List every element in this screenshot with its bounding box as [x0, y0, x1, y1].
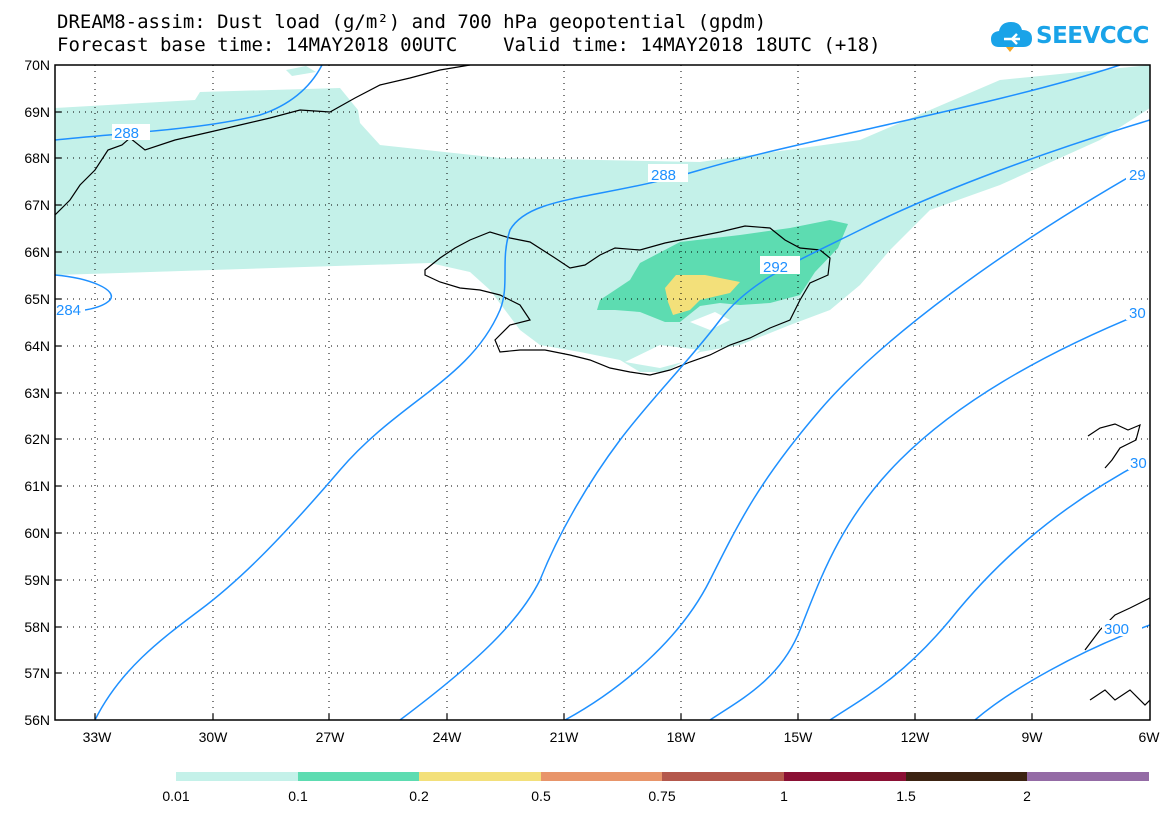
colorbar-swatch	[419, 772, 541, 781]
colorbar-label: 0.2	[409, 788, 429, 804]
lon-label: 12W	[901, 729, 931, 745]
lat-label: 61N	[24, 478, 50, 494]
contour-label: 30	[1130, 455, 1147, 472]
scotland-coast	[1084, 597, 1150, 706]
contour-label: 284	[56, 302, 81, 319]
dust-gap-white-2	[690, 312, 730, 330]
longitude-labels: 33W 30W 27W 24W 21W 18W 15W 12W 9W 6W	[83, 729, 1161, 745]
seevccc-logo: SEEVCCC	[990, 18, 1149, 54]
contour-288-north	[55, 65, 323, 141]
contour-292	[399, 119, 1150, 720]
contour-label-boxes	[55, 124, 1150, 636]
colorbar-labels: 0.01 0.1 0.2 0.5 0.75 1 1.5 2	[162, 788, 1031, 804]
lon-label: 6W	[1139, 729, 1161, 745]
lon-label: 15W	[784, 729, 814, 745]
colorbar-swatch	[298, 772, 419, 781]
iceland-coast	[424, 225, 831, 376]
dust-area-light-top	[286, 66, 316, 76]
colorbar-swatch	[906, 772, 1027, 781]
lat-label: 59N	[24, 572, 50, 588]
faroe-coast	[1087, 423, 1141, 469]
dust-area-light	[55, 65, 1150, 372]
geopotential-contours	[55, 65, 1150, 720]
frame-ticks	[55, 111, 1033, 720]
colorbar-label: 0.01	[162, 788, 189, 804]
contour-labels: 288 288 284 292 29 30 30 300	[56, 125, 1147, 638]
colorbar-label: 1	[780, 788, 788, 804]
cloud-icon	[991, 22, 1032, 52]
contour-288	[94, 65, 1121, 720]
coastlines	[55, 65, 1150, 706]
contour-label: 29	[1129, 167, 1146, 184]
lat-label: 69N	[24, 104, 50, 120]
lat-label: 62N	[24, 431, 50, 447]
colorbar-swatch	[176, 772, 298, 781]
colorbar-label: 0.1	[288, 788, 308, 804]
contour-label: 300	[1104, 621, 1129, 638]
dust-area-high	[665, 275, 740, 315]
graticule	[55, 65, 1150, 720]
map-time-info: Forecast base time: 14MAY2018 00UTC Vali…	[57, 34, 881, 56]
lat-label: 60N	[24, 525, 50, 541]
greenland-coast	[55, 65, 471, 216]
colorbar-label: 1.5	[896, 788, 916, 804]
colorbar-swatch	[541, 772, 662, 781]
lat-label: 58N	[24, 619, 50, 635]
contour-300	[709, 309, 1150, 720]
lat-label: 67N	[24, 197, 50, 213]
lat-label: 65N	[24, 291, 50, 307]
lat-label: 64N	[24, 338, 50, 354]
lon-label: 9W	[1022, 729, 1044, 745]
dust-gap-white	[625, 345, 700, 368]
contour-label: 288	[651, 167, 676, 184]
colorbar-swatch	[784, 772, 906, 781]
lat-label: 57N	[24, 665, 50, 681]
lon-label: 24W	[433, 729, 463, 745]
contour-label: 288	[114, 125, 139, 142]
lat-label: 56N	[24, 712, 50, 728]
lat-label: 63N	[24, 385, 50, 401]
lat-label: 68N	[24, 150, 50, 166]
colorbar-label: 2	[1023, 788, 1031, 804]
dust-area-medium	[597, 220, 848, 322]
lon-label: 27W	[316, 729, 346, 745]
lat-label: 70N	[24, 57, 50, 73]
dust-shading	[55, 65, 1150, 372]
logo-text: SEEVCCC	[1036, 23, 1149, 49]
lon-label: 18W	[667, 729, 697, 745]
colorbar-swatch	[1027, 772, 1149, 781]
colorbar	[176, 772, 1149, 781]
lon-label: 30W	[199, 729, 229, 745]
lon-label: 21W	[550, 729, 580, 745]
lon-label: 33W	[83, 729, 113, 745]
contour-label: 292	[763, 259, 788, 276]
lat-label: 66N	[24, 244, 50, 260]
contour-label: 30	[1129, 305, 1146, 322]
latitude-labels: 70N 69N 68N 67N 66N 65N 64N 63N 62N 61N …	[24, 57, 50, 728]
map-title: DREAM8-assim: Dust load (g/m²) and 700 h…	[57, 11, 767, 33]
colorbar-label: 0.75	[648, 788, 675, 804]
colorbar-label: 0.5	[531, 788, 551, 804]
contour-296	[564, 164, 1150, 720]
colorbar-swatch	[662, 772, 784, 781]
contour-304	[829, 457, 1150, 720]
